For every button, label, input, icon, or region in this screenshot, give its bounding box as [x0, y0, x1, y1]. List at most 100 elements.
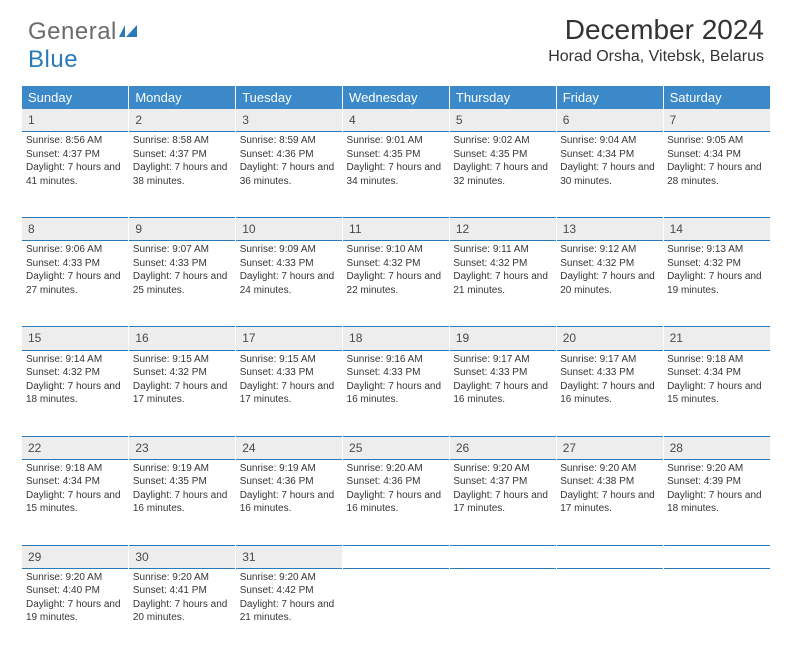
week-row: Sunrise: 9:18 AMSunset: 4:34 PMDaylight:… — [22, 459, 770, 545]
calendar-table: SundayMondayTuesdayWednesdayThursdayFrid… — [22, 86, 770, 654]
daylight-line: Daylight: 7 hours and 15 minutes. — [667, 380, 766, 407]
sunrise-line: Sunrise: 9:05 AM — [667, 134, 766, 148]
sunrise-line: Sunrise: 9:12 AM — [560, 243, 659, 257]
daylight-line: Daylight: 7 hours and 34 minutes. — [347, 161, 446, 188]
sunrise-line: Sunrise: 9:17 AM — [560, 353, 659, 367]
sunset-line: Sunset: 4:35 PM — [347, 148, 446, 162]
daynum-row: 22232425262728 — [22, 436, 770, 459]
day-number-cell: 1 — [22, 109, 129, 132]
day-cell: Sunrise: 9:16 AMSunset: 4:33 PMDaylight:… — [343, 350, 450, 436]
page-title: December 2024 — [548, 14, 764, 46]
sunrise-line: Sunrise: 9:18 AM — [26, 462, 125, 476]
day-header: Sunday — [22, 86, 129, 109]
sunset-line: Sunset: 4:32 PM — [560, 257, 659, 271]
daylight-line: Daylight: 7 hours and 17 minutes. — [560, 489, 659, 516]
day-cell: Sunrise: 9:07 AMSunset: 4:33 PMDaylight:… — [129, 241, 236, 327]
day-cell: Sunrise: 9:14 AMSunset: 4:32 PMDaylight:… — [22, 350, 129, 436]
sunrise-line: Sunrise: 9:19 AM — [133, 462, 232, 476]
daylight-line: Daylight: 7 hours and 15 minutes. — [26, 489, 125, 516]
sunrise-line: Sunrise: 9:16 AM — [347, 353, 446, 367]
day-cell: Sunrise: 9:18 AMSunset: 4:34 PMDaylight:… — [22, 459, 129, 545]
day-cell: Sunrise: 8:56 AMSunset: 4:37 PMDaylight:… — [22, 132, 129, 218]
daylight-line: Daylight: 7 hours and 16 minutes. — [453, 380, 552, 407]
daylight-line: Daylight: 7 hours and 16 minutes. — [560, 380, 659, 407]
day-number-cell — [663, 545, 770, 568]
day-number-cell: 28 — [663, 436, 770, 459]
logo: General Blue — [28, 18, 139, 74]
day-cell: Sunrise: 9:18 AMSunset: 4:34 PMDaylight:… — [663, 350, 770, 436]
daylight-line: Daylight: 7 hours and 36 minutes. — [240, 161, 339, 188]
sunset-line: Sunset: 4:40 PM — [26, 584, 125, 598]
sunrise-line: Sunrise: 9:11 AM — [453, 243, 552, 257]
day-number-cell — [343, 545, 450, 568]
day-cell: Sunrise: 9:01 AMSunset: 4:35 PMDaylight:… — [343, 132, 450, 218]
day-cell: Sunrise: 9:20 AMSunset: 4:39 PMDaylight:… — [663, 459, 770, 545]
day-number-cell: 10 — [236, 218, 343, 241]
daylight-line: Daylight: 7 hours and 20 minutes. — [133, 598, 232, 625]
day-number-cell: 6 — [556, 109, 663, 132]
sunset-line: Sunset: 4:34 PM — [26, 475, 125, 489]
day-cell: Sunrise: 9:15 AMSunset: 4:32 PMDaylight:… — [129, 350, 236, 436]
sunset-line: Sunset: 4:42 PM — [240, 584, 339, 598]
sunset-line: Sunset: 4:32 PM — [26, 366, 125, 380]
sunrise-line: Sunrise: 9:20 AM — [667, 462, 766, 476]
week-row: Sunrise: 9:20 AM Sunset: 4:40 PM Daylight:… — [22, 568, 770, 654]
sunset-line: Sunset: 4:36 PM — [347, 475, 446, 489]
day-header: Tuesday — [236, 86, 343, 109]
sunrise-line: Sunrise: 9:06 AM — [26, 243, 125, 257]
calendar-head: SundayMondayTuesdayWednesdayThursdayFrid… — [22, 86, 770, 109]
sunrise-line: Sunrise: 9:20 AM — [347, 462, 446, 476]
day-cell: Sunrise: 9:17 AMSunset: 4:33 PMDaylight:… — [556, 350, 663, 436]
sunset-line: Sunset: 4:41 PM — [133, 584, 232, 598]
daylight-line: Daylight: 7 hours and 18 minutes. — [667, 489, 766, 516]
day-number-cell: 19 — [449, 327, 556, 350]
day-number-cell: 13 — [556, 218, 663, 241]
sunset-line: Sunset: 4:39 PM — [667, 475, 766, 489]
daylight-line: Daylight: 7 hours and 28 minutes. — [667, 161, 766, 188]
day-number-cell: 11 — [343, 218, 450, 241]
daylight-line: Daylight: 7 hours and 17 minutes. — [133, 380, 232, 407]
day-cell — [663, 568, 770, 654]
day-cell: Sunrise: 9:10 AMSunset: 4:32 PMDaylight:… — [343, 241, 450, 327]
day-header: Saturday — [663, 86, 770, 109]
day-cell: Sunrise: 8:58 AMSunset: 4:37 PMDaylight:… — [129, 132, 236, 218]
day-cell: Sunrise: 8:59 AMSunset: 4:36 PMDaylight:… — [236, 132, 343, 218]
sunset-line: Sunset: 4:36 PM — [240, 148, 339, 162]
day-cell: Sunrise: 9:20 AMSunset: 4:41 PMDaylight:… — [129, 568, 236, 654]
day-number-cell: 17 — [236, 327, 343, 350]
sunset-line: Sunset: 4:38 PM — [560, 475, 659, 489]
day-cell: Sunrise: 9:13 AMSunset: 4:32 PMDaylight:… — [663, 241, 770, 327]
day-cell: Sunrise: 9:15 AMSunset: 4:33 PMDaylight:… — [236, 350, 343, 436]
daylight-line: Daylight: 7 hours and 16 minutes. — [133, 489, 232, 516]
sunrise-line: Sunrise: 9:20 AM — [240, 571, 339, 585]
day-number-cell: 18 — [343, 327, 450, 350]
day-cell: Sunrise: 9:20 AMSunset: 4:40 PMDaylight:… — [22, 568, 129, 654]
daylight-line: Daylight: 7 hours and 41 minutes. — [26, 161, 125, 188]
sunset-line: Sunset: 4:32 PM — [667, 257, 766, 271]
day-cell: Sunrise: 9:02 AMSunset: 4:35 PMDaylight:… — [449, 132, 556, 218]
day-header: Monday — [129, 86, 236, 109]
calendar-body: 1234567Sunrise: 8:56 AMSunset: 4:37 PMDa… — [22, 109, 770, 654]
day-cell — [449, 568, 556, 654]
title-block: December 2024 Horad Orsha, Vitebsk, Bela… — [548, 14, 764, 66]
sunset-line: Sunset: 4:37 PM — [133, 148, 232, 162]
day-cell: Sunrise: 9:04 AMSunset: 4:34 PMDaylight:… — [556, 132, 663, 218]
sunset-line: Sunset: 4:33 PM — [347, 366, 446, 380]
day-number-cell: 21 — [663, 327, 770, 350]
sunrise-line: Sunrise: 8:58 AM — [133, 134, 232, 148]
day-number-cell: 16 — [129, 327, 236, 350]
week-row: Sunrise: 9:06 AM Sunset: 4:33 PM Daylight:… — [22, 241, 770, 327]
day-cell: Sunrise: 9:05 AMSunset: 4:34 PMDaylight:… — [663, 132, 770, 218]
daylight-line: Daylight: 7 hours and 21 minutes. — [240, 598, 339, 625]
daylight-line: Daylight: 7 hours and 27 minutes. — [26, 270, 125, 297]
header: General Blue December 2024 Horad Orsha, … — [0, 0, 792, 80]
sunset-line: Sunset: 4:32 PM — [453, 257, 552, 271]
sunset-line: Sunset: 4:35 PM — [133, 475, 232, 489]
day-cell: Sunrise: 9:17 AMSunset: 4:33 PMDaylight:… — [449, 350, 556, 436]
sunset-line: Sunset: 4:33 PM — [560, 366, 659, 380]
day-number-cell: 29 — [22, 545, 129, 568]
sunset-line: Sunset: 4:33 PM — [133, 257, 232, 271]
daylight-line: Daylight: 7 hours and 32 minutes. — [453, 161, 552, 188]
day-cell: Sunrise: 9:20 AMSunset: 4:36 PMDaylight:… — [343, 459, 450, 545]
day-cell: Sunrise: 9:06 AMSunset: 4:33 PMDaylight:… — [22, 241, 129, 327]
